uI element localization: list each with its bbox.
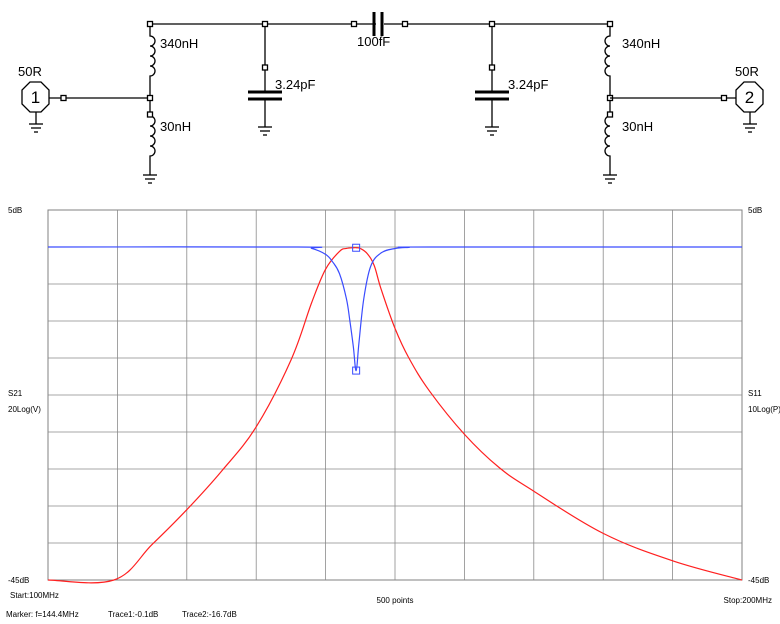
c2-value: 3.24pF — [508, 77, 549, 92]
inductor-l1-bottom[interactable] — [143, 98, 157, 184]
capacitor-c2[interactable] — [475, 20, 509, 136]
inductor-l1-top[interactable] — [149, 24, 156, 98]
port-2-impedance: 50R — [735, 64, 759, 79]
left-axis-top-label: 5dB — [8, 206, 22, 215]
marker-readout: Marker: f=144.4MHz — [6, 610, 79, 619]
stop-frequency-label: Stop:200MHz — [724, 596, 772, 605]
port-1[interactable] — [21, 81, 150, 133]
inductor-l2-bottom[interactable] — [603, 98, 617, 184]
port-2[interactable] — [610, 81, 764, 133]
left-axis-bottom-label: -45dB — [8, 576, 29, 585]
plot-grid — [48, 210, 742, 580]
left-axis-scale: 20Log(V) — [8, 405, 41, 414]
points-label: 500 points — [377, 596, 414, 605]
capacitor-c1[interactable] — [248, 20, 282, 136]
axis-labels: 5dB -45dB S21 20Log(V) 5dB -45dB S11 10L… — [6, 206, 780, 619]
l1-bottom-value: 30nH — [160, 119, 191, 134]
schematic-labels: 50R 1 50R 2 340nH 30nH 3.24pF 100fF 3.24… — [18, 34, 759, 134]
l2-bottom-value: 30nH — [622, 119, 653, 134]
start-frequency-label: Start:100MHz — [10, 591, 59, 600]
trace2-readout: Trace2:-16.7dB — [182, 610, 237, 619]
right-axis-top-label: 5dB — [748, 206, 762, 215]
right-axis-bottom-label: -45dB — [748, 576, 769, 585]
series-line-s21 — [47, 247, 743, 584]
port-2-number: 2 — [745, 88, 754, 107]
port-1-number: 1 — [31, 88, 40, 107]
plot-frame — [47, 209, 743, 584]
marker-trace1[interactable] — [352, 243, 361, 252]
l1-top-value: 340nH — [160, 36, 198, 51]
capacitor-series[interactable] — [350, 12, 409, 36]
series-cap-value: 100fF — [357, 34, 390, 49]
l2-top-value: 340nH — [622, 36, 660, 51]
trace1-readout: Trace1:-0.1dB — [108, 610, 158, 619]
marker-layer — [352, 243, 361, 375]
left-axis-param: S21 — [8, 389, 23, 398]
right-axis-param: S11 — [748, 389, 762, 398]
port-1-impedance: 50R — [18, 64, 42, 79]
inductor-l2-top[interactable] — [604, 24, 611, 98]
marker-trace2[interactable] — [352, 366, 361, 375]
right-axis-scale: 10Log(P) — [748, 405, 780, 414]
schematic — [21, 12, 764, 184]
c1-value: 3.24pF — [275, 77, 316, 92]
